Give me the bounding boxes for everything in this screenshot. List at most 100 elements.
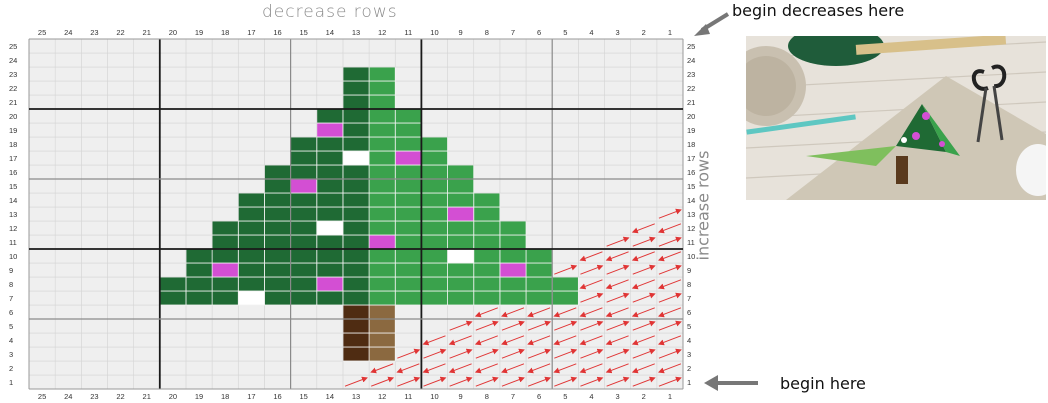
row-number-left: 18 xyxy=(9,140,17,149)
grid-cell xyxy=(159,318,187,334)
grid-cell xyxy=(28,52,56,68)
pattern-cell xyxy=(342,122,370,138)
grid-cell xyxy=(133,346,161,362)
pattern-cell xyxy=(473,234,501,250)
grid-cell xyxy=(133,38,161,54)
row-number-left: 24 xyxy=(9,56,17,65)
increase-arrow xyxy=(370,376,395,387)
grid-cell xyxy=(211,178,239,194)
grid-cell xyxy=(237,374,265,390)
grid-cell xyxy=(604,122,631,138)
grid-cell xyxy=(54,38,82,54)
row-number-right: 20 xyxy=(687,112,695,121)
grid-cell xyxy=(133,122,161,138)
grid-cell xyxy=(159,248,187,264)
grid-cell xyxy=(28,346,56,362)
grid-cell xyxy=(159,234,187,250)
row-number-left: 8 xyxy=(9,280,13,289)
column-number-top: 16 xyxy=(273,28,281,37)
row-number-left: 2 xyxy=(9,364,13,373)
grid-cell xyxy=(159,220,187,236)
grid-cell xyxy=(237,332,265,348)
row-number-left: 10 xyxy=(9,252,17,261)
pattern-cell xyxy=(420,192,448,208)
grid-cell xyxy=(107,66,134,82)
grid-cell xyxy=(54,318,82,334)
column-number-bottom: 24 xyxy=(64,392,72,401)
pattern-cell xyxy=(342,150,370,166)
grid-cell xyxy=(630,150,658,166)
increase-arrow xyxy=(632,376,656,387)
pattern-cell xyxy=(525,290,553,306)
pattern-cell xyxy=(290,220,318,236)
pattern-cell xyxy=(264,192,292,208)
grid-cell xyxy=(81,290,108,306)
grid-cell xyxy=(499,66,527,82)
row-number-left: 11 xyxy=(9,238,17,247)
increase-arrow xyxy=(501,348,525,359)
grid-cell xyxy=(421,80,448,96)
pattern-cell xyxy=(211,248,239,264)
grid-cell xyxy=(290,346,318,362)
grid-cell xyxy=(211,136,239,152)
grid-cell xyxy=(604,66,631,82)
grid-cell xyxy=(237,346,265,362)
increase-arrow xyxy=(631,251,655,262)
row-number-right: 23 xyxy=(687,70,695,79)
pattern-cell xyxy=(394,122,422,138)
grid-cell xyxy=(578,234,605,250)
increase-arrow xyxy=(475,376,499,387)
grid-cell xyxy=(81,136,108,152)
grid-cell xyxy=(264,52,291,68)
pattern-cell xyxy=(342,66,370,82)
grid-cell xyxy=(81,66,108,82)
pattern-cell xyxy=(368,80,396,96)
pattern-cell xyxy=(185,248,213,264)
column-number-bottom: 9 xyxy=(459,392,463,401)
grid-cell xyxy=(630,164,658,180)
grid-cell xyxy=(578,192,605,208)
grid-cell xyxy=(551,66,579,82)
pattern-cell xyxy=(342,164,370,180)
increase-arrow xyxy=(501,376,525,387)
row-number-right: 24 xyxy=(687,56,695,65)
row-number-left: 25 xyxy=(9,42,17,51)
pattern-cell xyxy=(342,80,370,96)
grid-cell xyxy=(54,80,82,96)
pattern-cell xyxy=(290,276,318,292)
grid-cell xyxy=(237,178,265,194)
increase-arrow xyxy=(474,335,498,346)
increase-arrow xyxy=(527,320,552,331)
pattern-cell xyxy=(159,276,187,292)
increase-arrow xyxy=(657,363,682,374)
grid-cell xyxy=(656,52,684,68)
grid-cell xyxy=(447,94,475,110)
increase-arrow xyxy=(397,376,421,387)
grid-lines xyxy=(28,38,684,390)
grid-cell xyxy=(107,136,134,152)
column-number-top: 6 xyxy=(537,28,541,37)
pattern-cell xyxy=(420,290,448,306)
grid-cell xyxy=(107,150,134,166)
row-number-right: 17 xyxy=(687,154,695,163)
pattern-cell xyxy=(211,220,239,236)
row-number-left: 16 xyxy=(9,168,17,177)
grid-cell xyxy=(656,136,684,152)
row-number-right: 7 xyxy=(687,294,691,303)
pattern-cell xyxy=(264,178,292,194)
column-number-bottom: 3 xyxy=(616,392,620,401)
grid-cell xyxy=(185,178,213,194)
pattern-cell xyxy=(368,332,396,348)
grid-cell xyxy=(499,164,527,180)
grid-cell xyxy=(211,164,239,180)
grid-cell xyxy=(54,52,82,68)
pattern-cell xyxy=(316,206,344,222)
grid-cell xyxy=(159,150,187,166)
grid-cell xyxy=(107,220,134,236)
grid-cell xyxy=(54,346,82,362)
column-number-bottom: 11 xyxy=(404,392,412,401)
increase-arrow xyxy=(657,335,682,346)
grid-cell xyxy=(447,122,475,138)
column-number-top: 4 xyxy=(589,28,593,37)
